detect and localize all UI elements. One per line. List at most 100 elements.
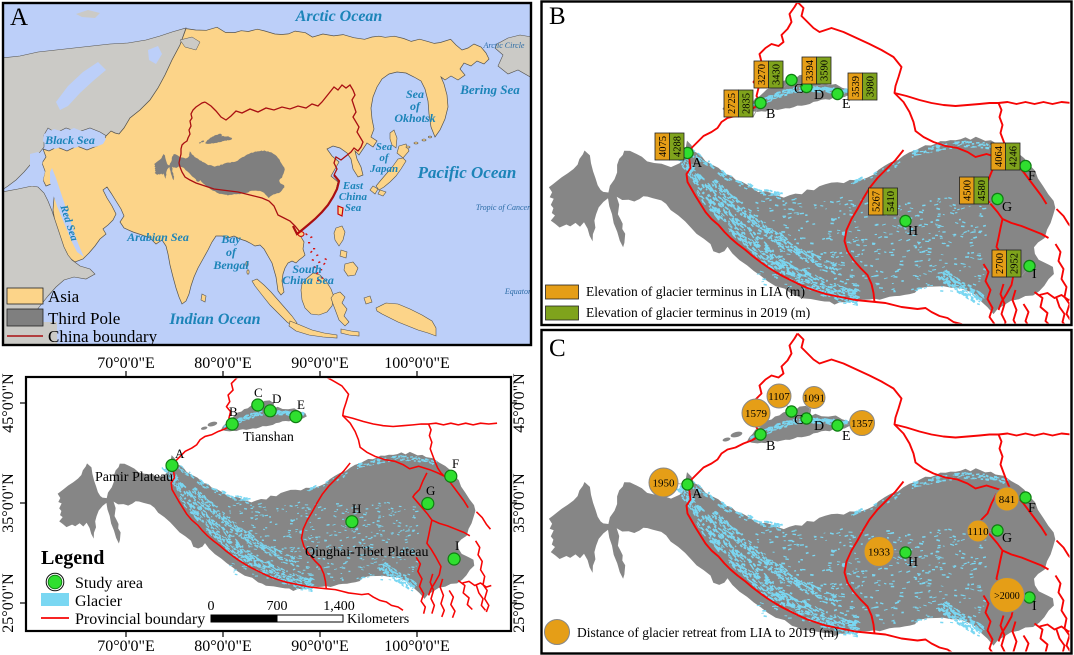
svg-text:C: C [254,385,263,400]
svg-text:Japan: Japan [369,163,398,175]
svg-text:Sea: Sea [345,202,362,214]
svg-text:4580: 4580 [977,180,988,201]
svg-text:C: C [794,413,803,428]
svg-text:I: I [1032,599,1037,614]
svg-text:H: H [908,555,918,570]
svg-text:3430: 3430 [772,64,783,85]
svg-text:Bering Sea: Bering Sea [459,82,520,97]
svg-text:of: of [226,245,237,259]
svg-text:4500: 4500 [963,180,974,201]
svg-text:90°0'0"E: 90°0'0"E [291,355,349,372]
svg-text:45°0'0"N: 45°0'0"N [0,373,17,433]
svg-text:B: B [766,107,775,122]
svg-text:Pacific Ocean: Pacific Ocean [417,163,517,182]
svg-text:C: C [549,335,566,362]
svg-text:A: A [692,487,703,502]
svg-text:1357: 1357 [851,418,874,430]
svg-text:3590: 3590 [820,60,831,81]
svg-text:35°0'0"N: 35°0'0"N [511,473,528,533]
svg-text:Bengal: Bengal [212,258,249,272]
svg-text:1579: 1579 [745,408,768,420]
svg-text:25°0'0"N: 25°0'0"N [0,573,17,633]
svg-text:Sea: Sea [406,87,424,101]
svg-text:Arabian Sea: Arabian Sea [126,230,189,244]
svg-text:of: of [410,99,421,113]
svg-text:90°0'0"E: 90°0'0"E [291,638,349,655]
svg-text:I: I [1032,267,1037,282]
svg-text:841: 841 [999,494,1016,506]
svg-text:5410: 5410 [886,191,897,212]
svg-text:Okhotsk: Okhotsk [394,111,435,125]
svg-text:5267: 5267 [872,191,883,212]
svg-text:1110: 1110 [967,526,989,538]
svg-text:3539: 3539 [851,76,862,97]
svg-text:3980: 3980 [866,76,877,97]
svg-text:3394: 3394 [805,59,816,81]
svg-text:Third Pole: Third Pole [48,309,120,328]
svg-text:4064: 4064 [994,145,1005,167]
svg-text:1107: 1107 [768,391,790,403]
svg-text:45°0'0"N: 45°0'0"N [511,373,528,433]
svg-text:Glacier: Glacier [75,593,123,610]
svg-text:25°0'0"N: 25°0'0"N [511,573,528,633]
svg-text:Sea: Sea [376,141,393,153]
svg-text:F: F [1028,501,1036,516]
svg-text:Kilometers: Kilometers [347,612,409,627]
svg-text:H: H [908,224,918,239]
svg-text:2725: 2725 [727,93,738,114]
svg-text:Bay: Bay [220,232,241,246]
svg-text:G: G [1002,531,1012,546]
svg-text:F: F [1028,169,1036,184]
svg-text:E: E [842,97,851,112]
svg-text:70°0'0"E: 70°0'0"E [97,638,155,655]
svg-text:0: 0 [208,599,215,614]
svg-text:of: of [379,152,390,164]
svg-text:Elevation of glacier terminus: Elevation of glacier terminus in LIA (m) [586,284,805,299]
svg-text:East: East [342,180,364,192]
svg-text:2835: 2835 [742,93,753,114]
svg-text:>2000: >2000 [994,591,1020,602]
svg-text:1950: 1950 [653,477,676,489]
svg-text:Tianshan: Tianshan [243,430,294,445]
svg-text:I: I [455,538,459,553]
svg-text:1091: 1091 [803,392,825,404]
svg-text:100°0'0"E: 100°0'0"E [384,638,450,655]
svg-text:Equator: Equator [504,287,532,296]
svg-text:2700: 2700 [995,253,1006,274]
svg-text:4246: 4246 [1009,146,1020,167]
svg-text:4288: 4288 [673,136,684,157]
svg-text:Black Sea: Black Sea [44,133,95,147]
svg-text:Pamir Plateau: Pamir Plateau [95,470,173,485]
svg-text:1,400: 1,400 [323,599,355,614]
svg-text:A: A [692,156,703,171]
svg-text:E: E [297,397,305,412]
svg-text:Distance of glacier retreat fr: Distance of glacier retreat from LIA to … [577,625,839,640]
svg-text:Study area: Study area [75,575,143,592]
svg-text:4075: 4075 [658,136,669,157]
svg-text:Qinghai-Tibet Plateau: Qinghai-Tibet Plateau [305,545,429,560]
svg-text:100°0'0"E: 100°0'0"E [384,355,450,372]
svg-text:Indian Ocean: Indian Ocean [168,311,260,328]
svg-text:2952: 2952 [1010,253,1021,274]
svg-text:E: E [842,429,851,444]
svg-text:China boundary: China boundary [48,327,158,346]
svg-text:B: B [549,3,566,30]
svg-text:F: F [452,456,459,471]
svg-text:35°0'0"N: 35°0'0"N [0,473,17,533]
svg-text:A: A [175,446,185,461]
svg-text:3270: 3270 [757,64,768,85]
svg-text:C: C [794,82,803,97]
svg-text:A: A [10,4,28,31]
svg-text:70°0'0"E: 70°0'0"E [97,355,155,372]
svg-text:B: B [229,404,238,419]
svg-text:80°0'0"E: 80°0'0"E [194,355,252,372]
svg-text:G: G [426,483,435,498]
svg-text:Asia: Asia [48,287,80,306]
svg-text:D: D [814,419,824,434]
svg-text:D: D [272,391,281,406]
svg-text:B: B [766,439,775,454]
svg-text:Arctic Circle: Arctic Circle [483,41,525,50]
svg-text:G: G [1002,200,1012,215]
svg-text:Tropic of Cancer: Tropic of Cancer [476,203,531,212]
svg-text:80°0'0"E: 80°0'0"E [194,638,252,655]
